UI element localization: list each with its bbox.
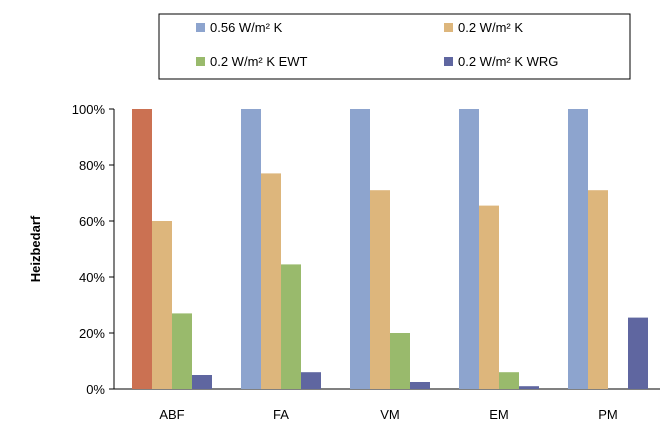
y-tick-label: 40%	[79, 270, 105, 285]
x-tick-label-vm: VM	[380, 407, 400, 422]
bar-em-series-2	[479, 205, 499, 389]
legend-box	[158, 13, 631, 80]
legend-label-1: 0.56 W/m² K	[210, 20, 283, 35]
x-tick-label-abf: ABF	[159, 407, 184, 422]
y-tick-label: 100%	[72, 102, 106, 117]
y-tick-label: 0%	[86, 382, 105, 397]
bar-fa-series-3	[281, 264, 301, 389]
bar-em-series-4	[519, 386, 539, 389]
bar-abf-series-4	[192, 375, 212, 389]
bar-pm-series-4	[628, 317, 648, 389]
legend-label-4: 0.2 W/m² K WRG	[458, 54, 558, 69]
legend-swatch-1	[196, 23, 205, 32]
y-axis-label: Heizbedarf	[28, 215, 43, 282]
x-tick-label-pm: PM	[598, 407, 618, 422]
bar-abf-series-1	[132, 109, 152, 389]
bar-pm-series-2	[588, 190, 608, 389]
bar-pm-series-1	[568, 109, 588, 389]
legend-swatch-2	[444, 23, 453, 32]
labels: ABF FA VM EM PM	[159, 407, 617, 422]
legend-label-3: 0.2 W/m² K EWT	[210, 54, 308, 69]
bar-em-series-1	[459, 109, 479, 389]
y-tick-label: 60%	[79, 214, 105, 229]
bar-vm-series-1	[350, 109, 370, 389]
legend-swatch-4	[444, 57, 453, 66]
legend-swatch-3	[196, 57, 205, 66]
bar-abf-series-3	[172, 313, 192, 389]
legend: 0.56 W/m² K 0.2 W/m² K 0.2 W/m² K EWT 0.2 W…	[158, 13, 631, 80]
bar-fa-series-2	[261, 173, 281, 389]
bar-vm-series-4	[410, 382, 430, 389]
bar-vm-series-3	[390, 333, 410, 389]
bar-fa-series-4	[301, 372, 321, 389]
legend-label-2: 0.2 W/m² K	[458, 20, 523, 35]
x-tick-label-fa: FA	[273, 407, 289, 422]
y-tick-label: 80%	[79, 158, 105, 173]
bar-em-series-3	[499, 372, 519, 389]
bar-vm-series-2	[370, 190, 390, 389]
bar-fa-series-1	[241, 109, 261, 389]
x-tick-label-em: EM	[489, 407, 509, 422]
bar-abf-series-2	[152, 221, 172, 389]
y-tick-label: 20%	[79, 326, 105, 341]
axes: 0% 20% 40% 60% 80% 100% Heizbedarf	[28, 102, 660, 397]
bars	[132, 109, 648, 389]
